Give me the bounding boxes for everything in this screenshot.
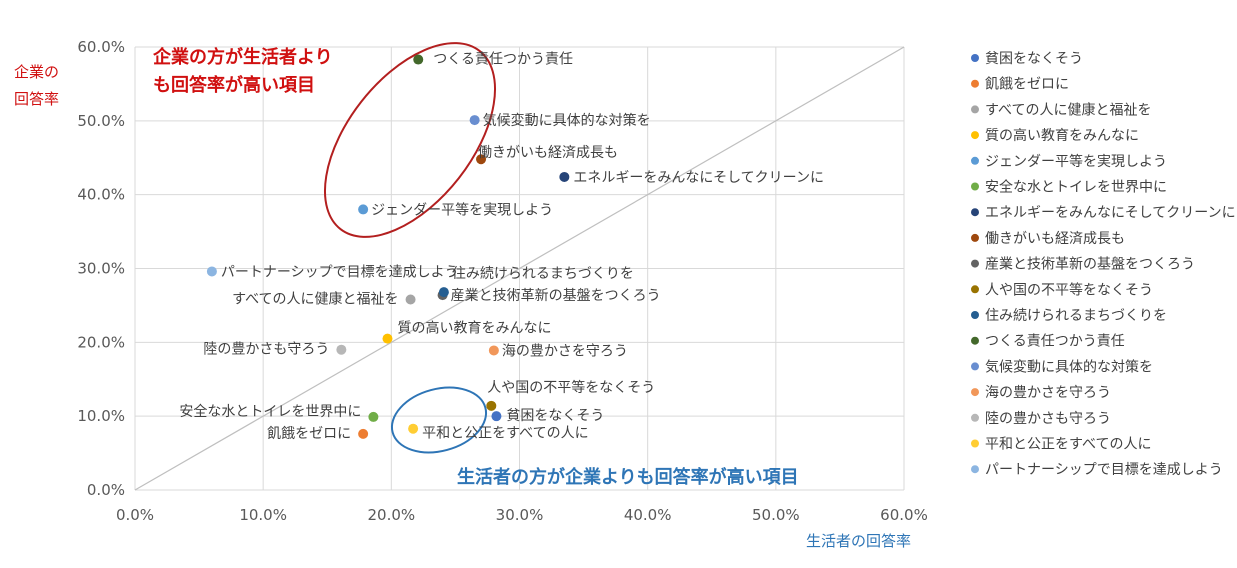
data-point — [469, 115, 480, 126]
x-tick-label: 10.0% — [239, 506, 287, 524]
lower-group-ellipse — [390, 386, 488, 454]
y-tick-label: 30.0% — [77, 260, 125, 278]
point-label: 海の豊かさを守ろう — [502, 343, 628, 359]
data-point — [206, 266, 217, 277]
data-point — [488, 345, 499, 356]
legend-marker — [971, 105, 979, 114]
legend-marker — [971, 233, 979, 242]
data-point — [413, 54, 424, 65]
data-point — [358, 428, 369, 439]
data-point — [491, 411, 502, 422]
data-point — [382, 333, 393, 344]
point-label: 働きがいも経済成長も — [478, 145, 618, 161]
legend-entry: パートナーシップで目標を達成しよう — [985, 462, 1223, 478]
legend-entry: エネルギーをみんなにそしてクリーンに — [985, 205, 1236, 221]
data-point — [408, 423, 419, 434]
legend-marker — [971, 259, 979, 268]
point-label: 陸の豊かさも守ろう — [203, 342, 329, 358]
legend-entry: 平和と公正をすべての人に — [985, 437, 1151, 453]
legend-marker — [971, 54, 979, 62]
legend-marker — [971, 311, 979, 319]
data-point — [358, 204, 369, 215]
point-label: 平和と公正をすべての人に — [422, 426, 588, 442]
annotation-consumer-higher: 生活者の方が企業よりも回答率が高い項目 — [457, 466, 799, 488]
point-label: つくる責任つかう責任 — [433, 52, 573, 68]
legend-marker — [971, 285, 979, 294]
point-label: エネルギーをみんなにそしてクリーンに — [573, 170, 824, 186]
legend-marker — [971, 336, 979, 345]
y-tick-label: 40.0% — [77, 186, 125, 204]
legend-marker — [971, 413, 979, 422]
legend-entry: 産業と技術革新の基盤をつくろう — [985, 256, 1195, 273]
x-tick-label: 0.0% — [116, 506, 154, 524]
data-point — [336, 344, 347, 355]
y-axis-title-line-2: 回答率 — [14, 90, 59, 108]
data-point — [438, 287, 449, 298]
point-label: 貧困をなくそう — [506, 408, 604, 424]
data-point — [368, 411, 379, 422]
legend-entry: 海の豊かさを守ろう — [985, 385, 1111, 401]
y-tick-label: 60.0% — [77, 38, 125, 56]
annotation-company-higher-line-2: も回答率が高い項目 — [153, 74, 315, 96]
legend-marker — [971, 465, 979, 474]
x-tick-label: 40.0% — [624, 506, 672, 524]
point-label: パートナーシップで目標を達成しよう — [221, 264, 459, 280]
legend-entry: ジェンダー平等を実現しよう — [985, 153, 1167, 170]
x-tick-label: 30.0% — [496, 506, 544, 524]
data-point — [559, 171, 570, 182]
legend-marker — [971, 131, 979, 140]
point-label: 質の高い教育をみんなに — [397, 320, 551, 337]
legend-entry: 人や国の不平等をなくそう — [985, 281, 1153, 298]
x-axis-title: 生活者の回答率 — [806, 532, 911, 550]
legend-marker — [971, 156, 979, 165]
legend: 貧困をなくそう飢餓をゼロにすべての人に健康と福祉を質の高い教育をみんなにジェンダ… — [971, 51, 1236, 478]
point-label: 安全な水とトイレを世界中に — [179, 403, 361, 420]
legend-marker — [971, 79, 979, 88]
legend-entry: つくる責任つかう責任 — [985, 334, 1125, 350]
legend-entry: 安全な水とトイレを世界中に — [985, 179, 1167, 196]
legend-entry: 気候変動に具体的な対策を — [985, 358, 1153, 375]
data-point — [476, 154, 487, 165]
legend-entry: 質の高い教育をみんなに — [985, 127, 1139, 144]
legend-entry: すべての人に健康と福祉を — [985, 101, 1151, 118]
axis-ticks: 0.0% 0.0% 10.0% 10.0% 20.0% 20.0% 30.0% 30.0% 40… — [77, 38, 927, 524]
legend-entry: 住み続けられるまちづくりを — [985, 307, 1167, 324]
point-label: すべての人に健康と福祉を — [232, 291, 398, 308]
x-tick-label: 20.0% — [368, 506, 416, 524]
legend-marker — [971, 182, 979, 191]
data-point — [486, 400, 497, 411]
upper-group-ellipse — [323, 42, 497, 238]
legend-entry: 飢餓をゼロに — [985, 76, 1069, 93]
data-points — [206, 54, 570, 439]
legend-entry: 働きがいも経済成長も — [985, 231, 1125, 247]
legend-entry: 陸の豊かさも守ろう — [985, 411, 1111, 427]
legend-entry: 貧困をなくそう — [985, 51, 1083, 67]
legend-marker — [971, 388, 979, 397]
y-tick-label: 0.0% — [87, 481, 125, 499]
annotation-company-higher-line-1: 企業の方が生活者より — [152, 46, 333, 68]
legend-marker — [971, 439, 979, 448]
x-tick-label: 60.0% — [880, 506, 928, 524]
point-label: 気候変動に具体的な対策を — [483, 112, 651, 129]
diagonal-reference-line — [134, 46, 905, 491]
y-axis-title-line-1: 企業の — [14, 63, 59, 81]
y-tick-label: 50.0% — [77, 112, 125, 130]
legend-marker — [971, 208, 979, 217]
point-label: 産業と技術革新の基盤をつくろう — [451, 287, 661, 304]
data-point — [405, 294, 416, 305]
x-tick-label: 50.0% — [752, 506, 800, 524]
y-tick-label: 10.0% — [77, 407, 125, 425]
point-label: 住み続けられるまちづくりを — [452, 265, 634, 282]
point-label: 人や国の不平等をなくそう — [487, 379, 655, 396]
point-label: 飢餓をゼロに — [267, 425, 351, 442]
point-label: ジェンダー平等を実現しよう — [371, 201, 553, 218]
legend-marker — [971, 362, 979, 371]
y-tick-label: 20.0% — [77, 333, 125, 351]
